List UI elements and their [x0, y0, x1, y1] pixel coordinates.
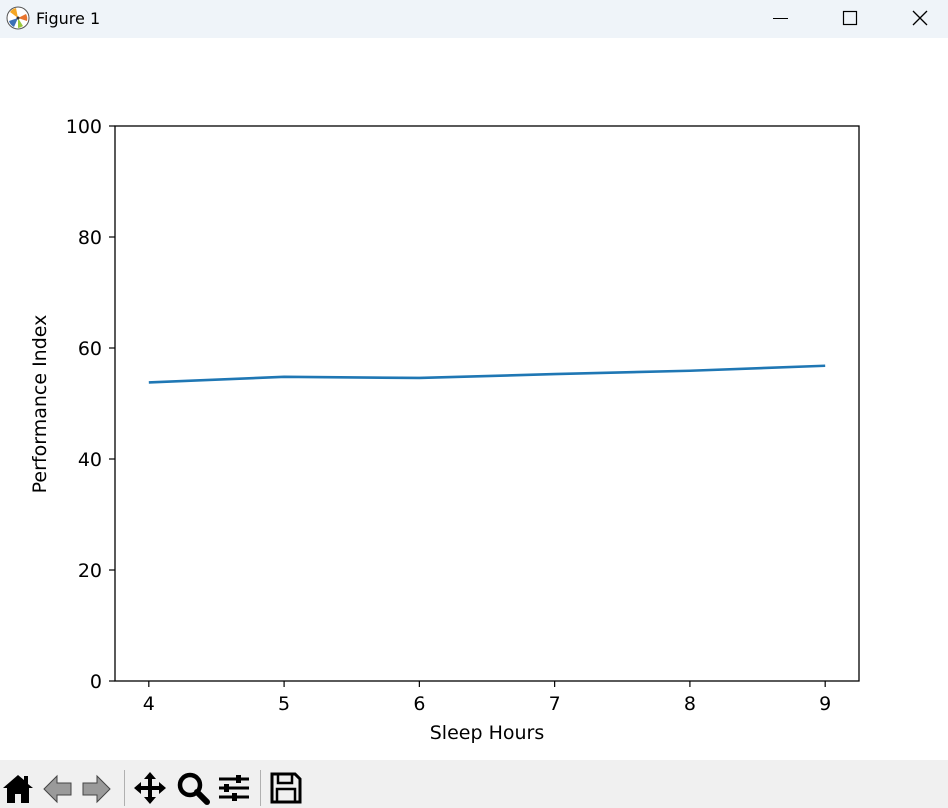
x-axis-label: Sleep Hours	[430, 722, 544, 744]
pan-button[interactable]	[132, 770, 168, 806]
figure-canvas[interactable]: 4 5 6 7 8 9 0 20 40 60 80 100 Sleep Hours Performa…	[0, 40, 948, 760]
save-icon	[270, 772, 302, 804]
back-button[interactable]	[40, 770, 76, 806]
x-tick-label: 8	[684, 693, 696, 715]
toolbar-separator	[260, 770, 261, 806]
minimize-icon	[773, 18, 788, 19]
pan-icon	[134, 772, 166, 804]
close-icon	[912, 10, 928, 26]
y-tick-label: 80	[78, 227, 102, 249]
configure-subplots-icon	[219, 775, 249, 801]
title-bar: Figure 1	[0, 0, 948, 38]
y-tick-label: 60	[78, 338, 102, 360]
x-tick-label: 7	[549, 693, 561, 715]
y-tick-label: 0	[90, 671, 102, 693]
forward-icon	[82, 774, 111, 804]
y-tick-label: 100	[66, 116, 102, 138]
y-tick-label: 40	[78, 449, 102, 471]
series-layer	[148, 364, 826, 384]
close-button[interactable]	[897, 0, 943, 38]
maximize-button[interactable]	[826, 0, 872, 38]
navigation-toolbar	[0, 760, 948, 808]
maximize-icon	[842, 10, 858, 26]
line-chart: 4 5 6 7 8 9 0 20 40 60 80 100 Sleep Hours Performa…	[29, 116, 860, 744]
save-button[interactable]	[268, 770, 304, 806]
x-tick-label: 9	[819, 693, 831, 715]
y-tick-label: 20	[78, 560, 102, 582]
x-axis: 4 5 6 7 8 9	[143, 681, 831, 715]
series-line	[148, 364, 826, 384]
x-tick-label: 5	[278, 693, 290, 715]
configure-subplots-button[interactable]	[216, 770, 252, 806]
x-tick-label: 4	[143, 693, 155, 715]
matplotlib-logo-icon	[6, 6, 30, 30]
window-title: Figure 1	[36, 9, 101, 28]
zoom-icon	[177, 772, 210, 805]
x-tick-label: 6	[413, 693, 425, 715]
zoom-button[interactable]	[175, 770, 211, 806]
toolbar-separator	[124, 770, 125, 806]
home-button[interactable]	[0, 770, 36, 806]
y-axis: 0 20 40 60 80 100	[66, 116, 115, 693]
y-axis-label: Performance Index	[29, 315, 51, 494]
forward-button[interactable]	[78, 770, 114, 806]
plot-area	[115, 126, 859, 681]
axes-frame	[114, 125, 860, 682]
home-icon	[3, 775, 33, 803]
minimize-button[interactable]	[758, 0, 804, 38]
back-icon	[43, 774, 72, 804]
